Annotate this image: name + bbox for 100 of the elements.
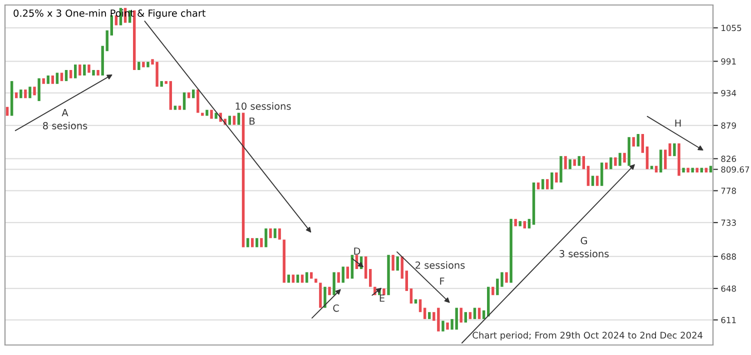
candlestick xyxy=(328,286,331,296)
candlestick xyxy=(260,238,263,248)
candlestick xyxy=(632,137,635,147)
candlestick xyxy=(250,238,254,248)
annotation: A 8 sesions xyxy=(43,109,88,130)
candlestick xyxy=(242,112,245,248)
candlestick xyxy=(292,274,295,283)
y-tick-label: 611 xyxy=(721,316,736,324)
candlestick xyxy=(33,86,36,96)
candlestick xyxy=(659,150,662,172)
candlestick xyxy=(555,172,558,183)
candlestick xyxy=(604,162,608,170)
candlestick xyxy=(46,76,50,84)
candlestick xyxy=(646,146,649,170)
y-tick-label: 778 xyxy=(721,188,736,194)
candlestick xyxy=(51,76,54,84)
candlestick xyxy=(246,238,250,248)
candlestick xyxy=(460,308,462,323)
annotation: Chart period; From 29th Oct 2024 to 2nd Dec 2024 xyxy=(472,332,702,340)
candlestick xyxy=(319,282,322,308)
candlestick xyxy=(514,218,517,226)
candlestick xyxy=(560,156,562,183)
candlestick xyxy=(132,10,136,70)
candlestick xyxy=(74,64,77,78)
candlestick xyxy=(428,312,431,320)
candlestick xyxy=(478,308,481,320)
candlestick xyxy=(42,78,45,84)
candlestick xyxy=(210,110,213,119)
candlestick xyxy=(142,62,145,68)
candlestick xyxy=(28,86,32,98)
candlestick xyxy=(704,168,708,172)
candlestick xyxy=(654,166,658,172)
candlestick xyxy=(410,288,413,304)
candlestick xyxy=(69,70,72,78)
candlestick xyxy=(78,64,82,76)
candlestick xyxy=(6,106,9,116)
annotation: H xyxy=(675,120,681,127)
candlestick xyxy=(423,308,426,320)
candlestick xyxy=(346,266,350,279)
candlestick xyxy=(600,162,604,186)
annotation: G 3 sessions xyxy=(560,236,609,258)
candlestick xyxy=(464,312,468,323)
candlestick xyxy=(10,81,14,116)
candlestick xyxy=(192,90,195,98)
y-tick-label: 826 xyxy=(721,156,736,162)
candlestick xyxy=(264,228,268,248)
candlestick xyxy=(314,278,318,283)
annotation: 10 sessions xyxy=(236,102,291,110)
candlestick xyxy=(678,143,680,176)
y-tick-label: 934 xyxy=(721,90,736,96)
candlestick xyxy=(614,157,617,166)
candlestick xyxy=(364,256,368,279)
candlestick xyxy=(628,137,630,166)
candlestick xyxy=(405,270,408,291)
candlestick xyxy=(437,308,440,332)
annotation: F xyxy=(440,278,444,285)
candlestick xyxy=(623,152,626,163)
y-tick-label: 688 xyxy=(721,253,736,260)
candlestick xyxy=(282,240,286,283)
candlestick xyxy=(686,168,690,172)
annotation: 2 sessions xyxy=(416,261,465,269)
candlestick xyxy=(332,272,336,296)
candlestick xyxy=(256,238,258,248)
candlestick xyxy=(392,254,394,271)
candlestick xyxy=(305,272,308,283)
candlestick xyxy=(278,228,281,240)
candlestick xyxy=(382,288,386,296)
candlestick xyxy=(324,286,326,308)
candlestick xyxy=(20,90,22,98)
candlestick xyxy=(196,90,200,113)
candlestick xyxy=(310,272,313,279)
candlestick xyxy=(56,72,59,84)
candlestick xyxy=(24,90,27,98)
candlestick xyxy=(578,156,580,166)
candlestick xyxy=(88,64,90,73)
candlestick xyxy=(673,143,676,156)
candlestick xyxy=(106,30,108,52)
candlestick xyxy=(138,62,140,70)
candlestick xyxy=(432,312,436,321)
candlestick xyxy=(368,269,372,287)
candlestick xyxy=(300,274,304,283)
candlestick xyxy=(101,46,104,76)
candlestick xyxy=(564,156,567,170)
candlestick xyxy=(110,15,114,36)
candlestick xyxy=(164,81,168,84)
annotation: B xyxy=(250,118,255,125)
candlestick xyxy=(546,179,549,190)
candlestick xyxy=(586,166,590,186)
candlestick xyxy=(682,168,685,172)
candlestick xyxy=(228,116,232,125)
candlestick xyxy=(174,106,177,110)
y-tick-label: 733 xyxy=(721,220,736,226)
candlestick xyxy=(610,157,612,170)
candlestick xyxy=(296,274,300,283)
candlestick xyxy=(636,134,640,147)
candlestick xyxy=(337,272,340,283)
candlestick xyxy=(38,78,40,102)
y-tick-label: 809.67 xyxy=(721,166,750,173)
candlestick xyxy=(182,92,186,110)
candlestick xyxy=(700,168,704,172)
